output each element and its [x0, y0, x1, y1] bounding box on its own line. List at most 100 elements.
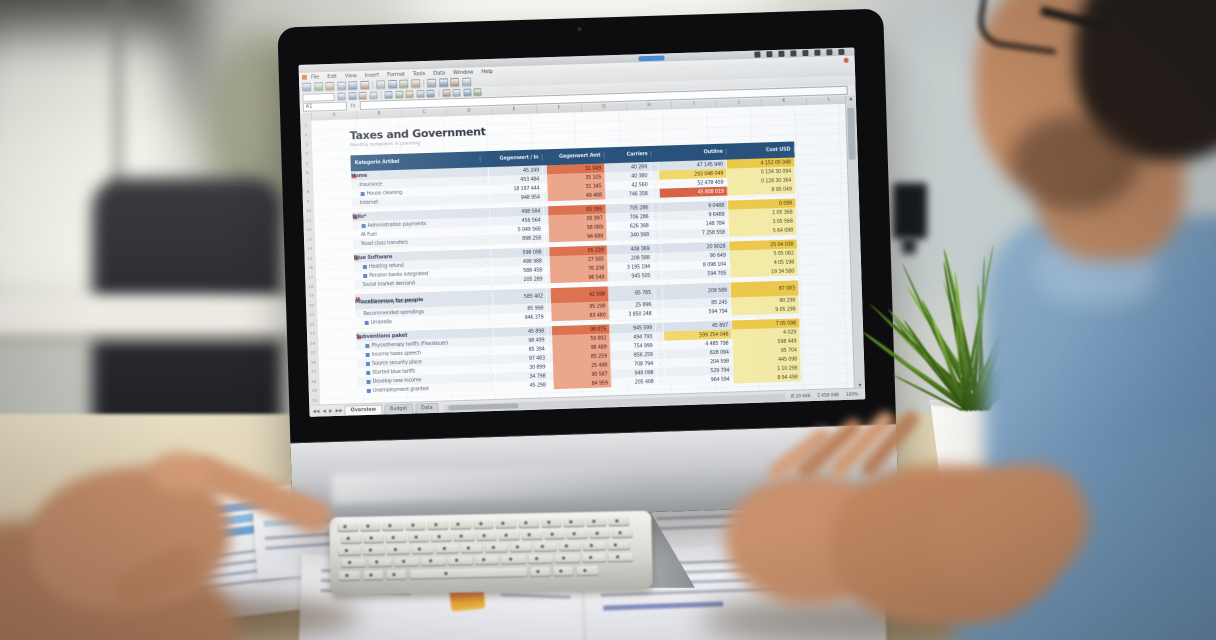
align-center-icon[interactable]: [384, 90, 393, 99]
menu-insert[interactable]: Insert: [364, 71, 380, 79]
save-icon[interactable]: [325, 81, 335, 92]
menu-edit[interactable]: Edit: [327, 73, 337, 80]
shield-icon[interactable]: [802, 49, 809, 57]
undo-icon[interactable]: [399, 79, 409, 89]
sheet-tab-data[interactable]: Data: [415, 402, 439, 414]
cell[interactable]: ·: [652, 202, 661, 212]
sheet-tab-overview[interactable]: Overview: [344, 404, 383, 416]
cell[interactable]: ·: [482, 226, 491, 236]
cell[interactable]: 45 298: [495, 380, 550, 391]
chart-icon[interactable]: [450, 77, 460, 88]
font-color-icon[interactable]: [473, 87, 482, 97]
cell[interactable]: ·: [486, 354, 496, 365]
row-header-25[interactable]: 25: [310, 349, 316, 356]
cell[interactable]: ·: [483, 267, 493, 277]
cell[interactable]: ·: [657, 367, 666, 377]
cell[interactable]: ·: [653, 252, 662, 262]
cell[interactable]: 85 785: [608, 284, 656, 302]
cell[interactable]: 945 505: [608, 270, 655, 282]
print-icon[interactable]: [336, 81, 346, 91]
cell[interactable]: ·: [652, 211, 661, 221]
cell[interactable]: ·: [653, 261, 663, 271]
row-header-13[interactable]: 13: [306, 236, 313, 242]
cell[interactable]: ·: [483, 258, 492, 268]
row-header-26[interactable]: 26: [310, 359, 316, 365]
cell[interactable]: 8 94 498: [733, 372, 802, 384]
row-header-12[interactable]: 12: [306, 226, 312, 232]
cell[interactable]: 340 568: [606, 229, 654, 241]
row-header-5[interactable]: 5: [305, 160, 309, 166]
cell[interactable]: [656, 331, 665, 341]
row-header-2[interactable]: 2: [304, 132, 308, 138]
menu-window[interactable]: Window: [453, 69, 474, 76]
cell[interactable]: [651, 188, 660, 198]
cell[interactable]: 83 480: [551, 310, 610, 322]
align-right-icon[interactable]: [394, 90, 404, 99]
row-header-11[interactable]: 11: [306, 217, 312, 223]
cell[interactable]: :: [656, 358, 666, 368]
sum-icon[interactable]: [427, 78, 437, 88]
row-header-27[interactable]: 27: [311, 368, 317, 374]
row-header-19[interactable]: 19: [308, 293, 314, 299]
cell[interactable]: ·: [651, 179, 660, 189]
cell[interactable]: ·: [487, 381, 496, 392]
zoom-icon[interactable]: [461, 77, 471, 87]
cell[interactable]: :: [487, 363, 496, 374]
scroll-up-icon[interactable]: ▲: [849, 95, 853, 101]
cell[interactable]: ·: [656, 340, 665, 350]
row-header-24[interactable]: 24: [310, 340, 316, 346]
cell[interactable]: 964 594: [665, 374, 734, 386]
cell[interactable]: ·: [481, 185, 490, 195]
redo-icon[interactable]: [410, 79, 420, 89]
row-header-14[interactable]: 14: [307, 245, 313, 251]
menu-file[interactable]: File: [310, 73, 320, 81]
cell[interactable]: ·: [656, 349, 665, 359]
cell[interactable]: ·: [486, 336, 495, 347]
cell[interactable]: ·: [482, 235, 492, 245]
menu-tools[interactable]: Tools: [412, 70, 426, 77]
cell[interactable]: ·: [484, 276, 493, 286]
row-header-28[interactable]: 28: [311, 378, 317, 384]
row-header-16[interactable]: 16: [307, 264, 313, 270]
row-header-23[interactable]: 23: [309, 330, 316, 337]
row-header-17[interactable]: 17: [308, 274, 314, 280]
bold-icon[interactable]: [337, 92, 346, 101]
decimal-icon[interactable]: [441, 88, 451, 97]
currency-icon[interactable]: [415, 89, 425, 98]
name-box[interactable]: A1: [302, 101, 347, 112]
cell[interactable]: :: [481, 176, 490, 186]
apps-icon[interactable]: [754, 51, 761, 58]
grid-icon[interactable]: [766, 51, 773, 58]
cell[interactable]: ·: [482, 217, 491, 227]
clock-icon[interactable]: [838, 48, 845, 56]
cell[interactable]: ·: [486, 345, 495, 356]
row-header-20[interactable]: 20: [309, 302, 315, 308]
row-header-15[interactable]: 15: [307, 255, 313, 261]
cut-icon[interactable]: [359, 80, 369, 91]
cell[interactable]: 96 548: [550, 272, 609, 284]
cell[interactable]: ·: [485, 304, 494, 315]
row-header-21[interactable]: 21: [309, 311, 315, 318]
tab-nav-arrow-icon[interactable]: ▶: [328, 408, 333, 414]
wifi-icon[interactable]: [814, 49, 821, 56]
row-header-10[interactable]: 10: [306, 207, 312, 214]
cell[interactable]: 94 688: [548, 231, 608, 243]
cell[interactable]: 84 959: [553, 378, 612, 390]
cell[interactable]: 946 379: [493, 312, 548, 323]
cell[interactable]: [651, 170, 660, 180]
row-header-8[interactable]: 8: [306, 189, 310, 195]
menu-help[interactable]: Help: [481, 68, 493, 75]
fx-icon[interactable]: fx: [350, 102, 356, 109]
row-header-1[interactable]: 1: [304, 122, 308, 128]
cell[interactable]: ·: [481, 194, 490, 204]
cell[interactable]: ·: [655, 322, 665, 332]
cell[interactable]: :: [480, 167, 490, 177]
paste-icon[interactable]: [387, 79, 397, 90]
tab-nav-arrow-icon[interactable]: ◀: [322, 408, 327, 414]
sheet-tab-budget[interactable]: Budget: [383, 403, 414, 415]
cell[interactable]: 746 358: [605, 188, 652, 200]
worksheet[interactable]: Taxes and Government Monthly templates i…: [311, 103, 855, 405]
row-header-6[interactable]: 6: [306, 170, 309, 176]
italic-icon[interactable]: [347, 91, 357, 100]
row-header-4[interactable]: 4: [305, 151, 309, 157]
